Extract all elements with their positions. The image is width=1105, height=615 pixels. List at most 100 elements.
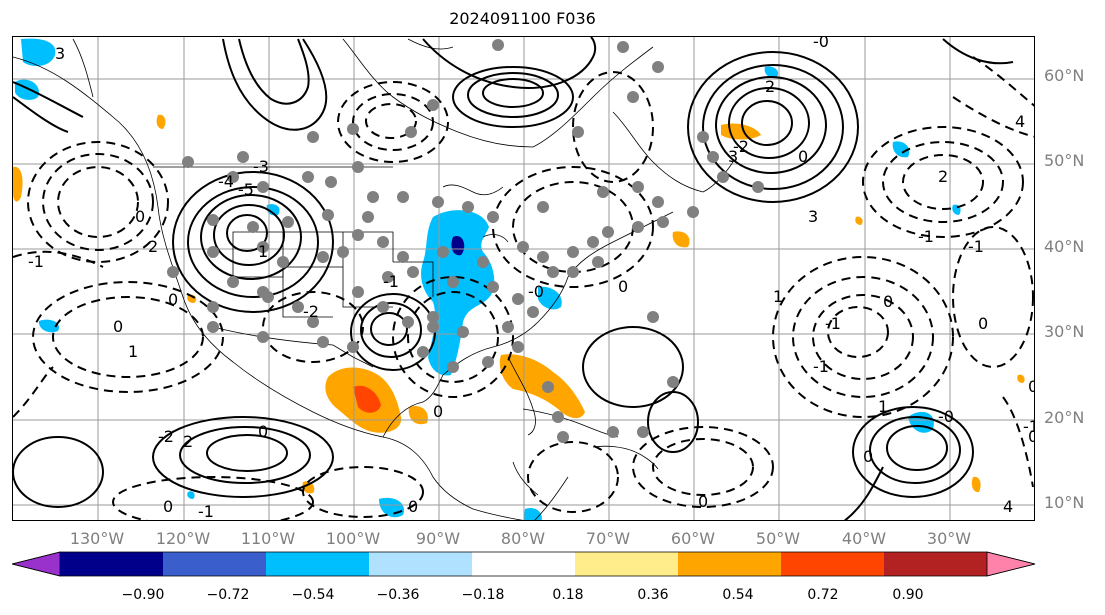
station-marker (432, 196, 444, 208)
lat-label: 10°N (1044, 493, 1085, 512)
height-contours (13, 37, 1014, 520)
colorbar-segment (163, 552, 267, 576)
lat-label: 60°N (1044, 66, 1085, 85)
contour-label: -5 (238, 180, 254, 199)
station-marker (207, 301, 219, 313)
station-marker (652, 61, 664, 73)
station-marker (257, 181, 269, 193)
contour-label: 2 (183, 432, 193, 451)
contour-label: 4 (1003, 497, 1013, 516)
station-marker (537, 251, 549, 263)
station-marker (652, 196, 664, 208)
contour-label: 2 (765, 77, 775, 96)
station-marker (377, 301, 389, 313)
station-marker (347, 123, 359, 135)
station-marker (237, 151, 249, 163)
station-marker (572, 126, 584, 138)
lon-label: 80°W (500, 529, 546, 548)
station-marker (347, 341, 359, 353)
negative-shading (15, 38, 961, 520)
station-marker (447, 276, 459, 288)
station-marker (537, 201, 549, 213)
colorbar-tick-label: 0.90 (892, 587, 924, 603)
colorbar-tick-label: −0.90 (121, 587, 165, 603)
station-marker (617, 41, 629, 53)
station-marker (247, 221, 259, 233)
station-marker (352, 161, 364, 173)
station-marker (317, 251, 329, 263)
station-marker (487, 211, 499, 223)
contour-label: 0 (258, 422, 268, 441)
contour-label: 0 (135, 207, 145, 226)
contour-label: 0 (978, 314, 988, 333)
lon-label: 60°W (670, 529, 716, 548)
contour-label: 0 (168, 290, 178, 309)
contour-label: 4 (1015, 112, 1025, 131)
station-marker (207, 321, 219, 333)
lon-label: 70°W (585, 529, 631, 548)
contour-label: -0 (813, 37, 829, 51)
station-marker (527, 306, 539, 318)
station-marker (492, 39, 504, 51)
station-marker (437, 246, 449, 258)
station-marker (602, 226, 614, 238)
station-marker (167, 266, 179, 278)
contour-label: 0 (1028, 377, 1035, 396)
station-marker (592, 256, 604, 268)
station-marker (382, 271, 394, 283)
contour-label: -3 (253, 157, 269, 176)
contour-label: 0 (163, 497, 173, 516)
colorbar-tick-label: −0.54 (291, 587, 335, 603)
colorbar-segment (369, 552, 473, 576)
station-marker (397, 251, 409, 263)
coastlines (13, 38, 734, 520)
station-marker (257, 241, 269, 253)
colorbar-tick-label: 0.54 (722, 587, 754, 603)
station-marker (362, 211, 374, 223)
colorbar (12, 551, 1036, 577)
station-marker (402, 316, 414, 328)
contour-label: 2 (938, 167, 948, 186)
map-panel: 3 -4 -3 -5 0 1 2 -2 -1 0 0 1 -1 0 2 -2 0 0 -1 0 -0 1 3 -1 0 4 2 -1 0… (12, 36, 1035, 521)
station-marker (282, 216, 294, 228)
lat-label: 50°N (1044, 151, 1085, 170)
contour-label: 1 (258, 242, 268, 261)
colorbar-tick-label: 0.72 (807, 587, 839, 603)
colorbar-tick-label: 0.18 (552, 587, 584, 603)
station-marker (367, 191, 379, 203)
station-marker (542, 381, 554, 393)
station-marker (182, 156, 194, 168)
station-marker (352, 229, 364, 241)
contour-label: 1 (653, 517, 663, 521)
station-marker (427, 99, 439, 111)
station-marker (462, 201, 474, 213)
colorbar-tick-label: −0.36 (376, 587, 420, 603)
station-marker (302, 171, 314, 183)
station-marker (707, 151, 719, 163)
lon-label: 100°W (325, 529, 381, 548)
contour-label: 1 (773, 287, 783, 306)
station-marker (447, 361, 459, 373)
colorbar-segment (781, 552, 885, 576)
lon-label: 120°W (155, 529, 211, 548)
lon-label: 90°W (415, 529, 461, 548)
colorbar-segment (678, 552, 782, 576)
colorbar-segment (266, 552, 370, 576)
colorbar-tick-label: 0.36 (637, 587, 669, 603)
lon-label: 30°W (926, 529, 972, 548)
station-marker (632, 221, 644, 233)
colorbar-segment (884, 552, 988, 576)
colorbar-segment (472, 552, 576, 576)
colorbar-tick-label: −0.72 (206, 587, 250, 603)
station-marker (627, 91, 639, 103)
station-marker (697, 131, 709, 143)
station-marker (587, 236, 599, 248)
station-marker (477, 256, 489, 268)
station-markers (167, 39, 764, 443)
contour-label: 0 (433, 402, 443, 421)
station-marker (307, 316, 319, 328)
colorbar-segment (575, 552, 679, 576)
station-marker (517, 241, 529, 253)
